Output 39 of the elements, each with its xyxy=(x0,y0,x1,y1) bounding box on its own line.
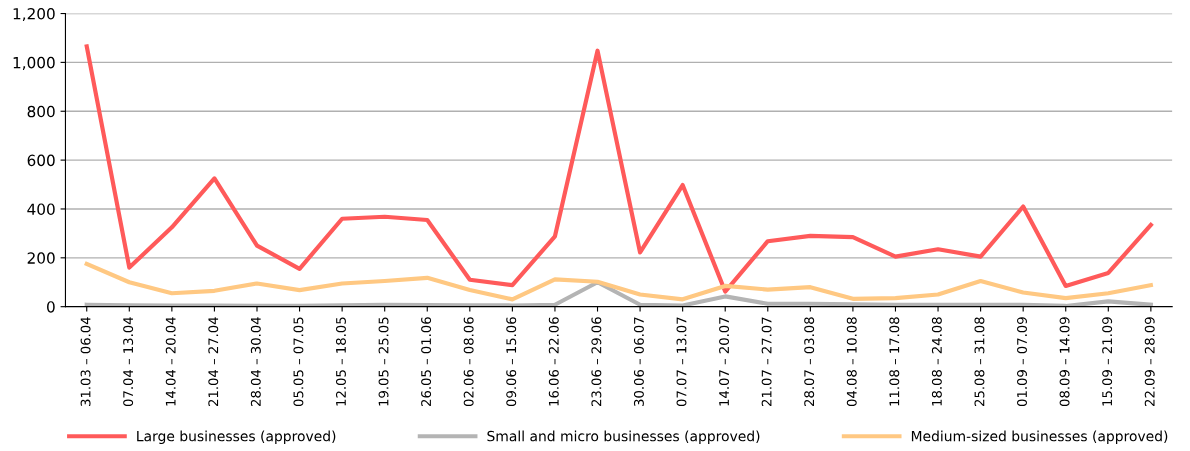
y-tick-label: 600 xyxy=(27,154,55,167)
x-tick-label: 16.06 – 22.06 xyxy=(548,317,559,406)
x-tick-label: 08.09 – 14.09 xyxy=(1059,317,1070,407)
x-tick-label: 31.03 – 06.04 xyxy=(80,317,91,406)
y-tick-label: 800 xyxy=(27,105,55,118)
x-tick-label: 15.09 – 21.09 xyxy=(1102,317,1113,406)
x-tick-label: 22.09 – 28.09 xyxy=(1144,317,1155,406)
x-tick-label: 07.07 – 13.07 xyxy=(676,317,687,407)
y-tick-label: 1,200 xyxy=(13,8,55,22)
y-tick-label: 1,000 xyxy=(13,56,55,70)
y-tick-label: 400 xyxy=(27,203,55,215)
x-tick-label: 25.08 – 31.08 xyxy=(974,317,985,406)
x-tick-label: 28.07 – 03.08 xyxy=(804,317,815,406)
x-tick-label: 12.05 – 18.05 xyxy=(335,317,346,406)
x-tick-label: 26.05 – 01.06 xyxy=(421,317,432,406)
x-tick-label: 01.09 – 07.09 xyxy=(1017,317,1027,407)
line-series xyxy=(84,261,1153,302)
x-tick-label: 21.04 – 27.04 xyxy=(208,317,219,406)
y-tick-label: 0 xyxy=(47,301,55,313)
x-tick-label: 07.04 – 13.04 xyxy=(123,317,134,407)
x-tick-label: 23.06 – 29.06 xyxy=(591,317,602,406)
x-tick-label: 02.06 – 08.06 xyxy=(463,317,474,407)
x-tick-label: 14.07 – 20.07 xyxy=(719,317,730,406)
x-tick-label: 14.04 – 20.04 xyxy=(165,317,176,406)
x-tick-label: 09.06 – 15.06 xyxy=(506,317,517,407)
x-tick-label: 05.05 – 07.05 xyxy=(293,317,304,407)
x-tick-label: 11.08 – 17.08 xyxy=(889,317,900,406)
x-tick-label: 04.08 – 10.08 xyxy=(846,317,857,407)
x-tick-label: 28.04 – 30.04 xyxy=(250,317,261,406)
line-series xyxy=(84,44,1153,294)
legend-label: Medium-sized businesses (approved) xyxy=(911,430,1168,445)
legend-label: Large businesses (approved) xyxy=(137,430,336,445)
x-tick-label: 19.05 – 25.05 xyxy=(378,317,389,406)
legend-label: Small and micro businesses (approved) xyxy=(487,430,760,445)
x-tick-label: 30.06 – 06.07 xyxy=(633,317,644,406)
x-tick-label: 21.07 – 27.07 xyxy=(761,317,772,406)
y-tick-label: 200 xyxy=(27,252,55,264)
x-tick-label: 18.08 – 24.08 xyxy=(931,317,942,406)
line-series xyxy=(84,280,1153,307)
